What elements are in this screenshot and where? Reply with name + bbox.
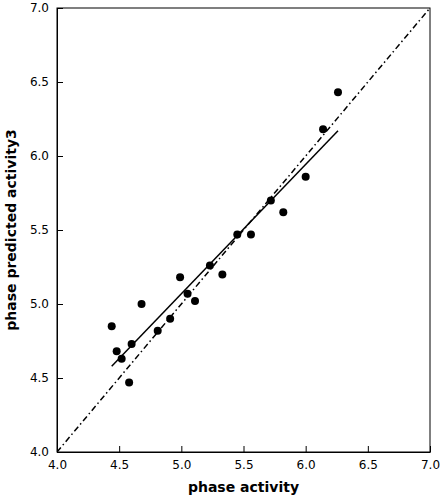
tick-label: 4.5 (110, 458, 129, 472)
tick: 4.5 (30, 371, 63, 385)
tick: 6.0 (30, 149, 63, 163)
tick-label: 5.5 (30, 223, 49, 237)
tick-label: 6.0 (30, 149, 49, 163)
fit-line (112, 131, 338, 366)
tick-mark (119, 446, 120, 452)
point (166, 315, 174, 323)
chart: 4.0 4.5 5.0 5.5 6.0 6.5 7.0 4.0 4.5 5.0 5.5 6.0 6.5 7… (0, 0, 443, 500)
point (334, 88, 342, 96)
tick-mark (57, 230, 63, 231)
point (302, 173, 310, 181)
point (176, 273, 184, 281)
plot-frame (57, 8, 430, 452)
tick-label: 4.5 (30, 371, 49, 385)
tick: 6.5 (30, 75, 63, 89)
tick-label: 4.0 (30, 445, 49, 459)
x-axis: 4.0 4.5 5.0 5.5 6.0 6.5 7.0 (48, 446, 440, 472)
tick-mark (57, 378, 63, 379)
y-axis: 4.0 4.5 5.0 5.5 6.0 6.5 7.0 (30, 1, 63, 459)
tick-label: 6.5 (30, 75, 49, 89)
tick-label: 6.0 (297, 458, 316, 472)
tick-label: 5.0 (30, 297, 49, 311)
tick-label: 6.5 (359, 458, 378, 472)
point (108, 322, 116, 330)
tick: 5.0 (172, 446, 191, 472)
point (128, 340, 136, 348)
tick-mark (181, 446, 182, 452)
point (206, 262, 214, 270)
tick-label: 7.0 (421, 458, 440, 472)
tick-mark (306, 446, 307, 452)
tick-mark (368, 446, 369, 452)
tick-label: 5.5 (234, 458, 253, 472)
tick-mark (57, 82, 63, 83)
tick: 6.5 (359, 446, 378, 472)
point (279, 208, 287, 216)
point (138, 300, 146, 308)
tick-mark (57, 156, 63, 157)
tick-label: 5.0 (172, 458, 191, 472)
point (319, 125, 327, 133)
x-axis-title: phase activity (188, 479, 299, 495)
point (125, 378, 133, 386)
point (154, 327, 162, 335)
tick: 5.0 (30, 297, 63, 311)
y-axis-title: phase predicted activity3 (3, 129, 19, 330)
point (191, 297, 199, 305)
tick: 5.5 (234, 446, 253, 472)
tick-label: 4.0 (48, 458, 67, 472)
tick-label: 7.0 (30, 1, 49, 15)
tick-mark (57, 304, 63, 305)
point (113, 347, 121, 355)
tick: 5.5 (30, 223, 63, 237)
tick-mark (244, 446, 245, 452)
point (218, 270, 226, 278)
tick: 6.0 (297, 446, 316, 472)
plot: 4.0 4.5 5.0 5.5 6.0 6.5 7.0 4.0 4.5 5.0 5.5 6.0 6.5 7… (30, 1, 440, 471)
point (247, 230, 255, 238)
tick: 4.5 (110, 446, 129, 472)
marks (57, 8, 430, 452)
reference-line (57, 8, 430, 452)
